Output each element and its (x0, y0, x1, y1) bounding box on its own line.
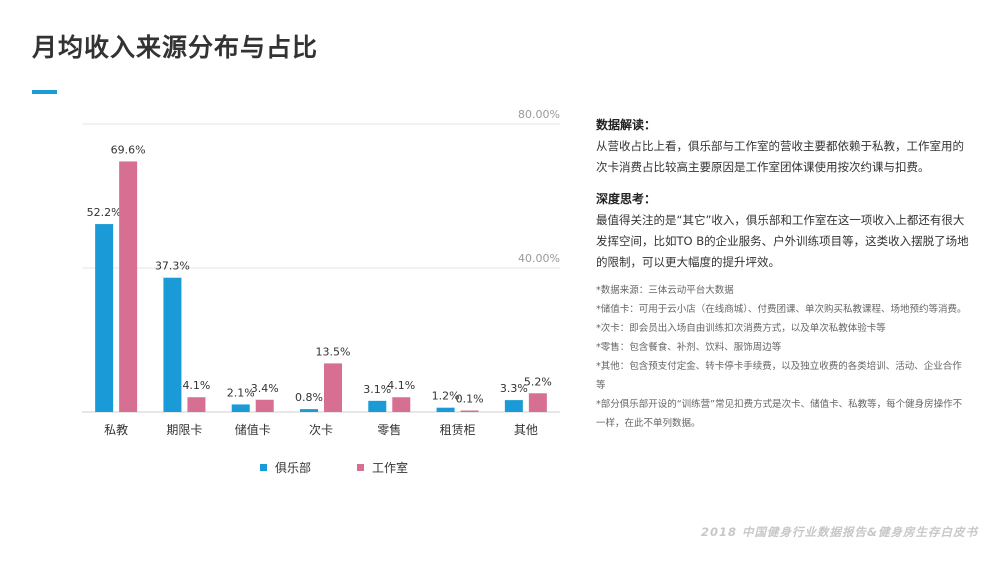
data-label: 4.1% (387, 379, 415, 392)
y-tick-label: 80.00% (518, 108, 560, 121)
note-item: *零售：包含餐食、补剂、饮料、服饰周边等 (596, 342, 782, 353)
interpret-body: 从营收占比上看，俱乐部与工作室的营收主要都依赖于私教，工作室用的次卡消费占比较高… (596, 139, 964, 174)
think-title: 深度思考： (596, 192, 657, 206)
data-label: 37.3% (155, 260, 190, 273)
x-tick-label: 租赁柜 (440, 423, 476, 437)
bar-club (163, 277, 182, 412)
data-label: 3.1% (363, 383, 391, 396)
legend-label-club: 俱乐部 (275, 461, 312, 475)
x-tick-label: 其他 (514, 423, 538, 437)
data-label: 52.2% (87, 206, 122, 219)
page-title: 月均收入来源分布与占比 (32, 33, 319, 62)
y-tick-label: 40.00% (518, 252, 560, 265)
bar-studio (324, 363, 342, 412)
data-label: 0.8% (295, 391, 323, 404)
x-tick-label: 储值卡 (235, 422, 271, 437)
footer-report-title: 2018 中国健身行业数据报告&健身房生存白皮书 (700, 525, 978, 539)
bar-studio (460, 410, 479, 412)
data-label: 2.1% (227, 386, 255, 399)
bar-club (300, 409, 318, 412)
note-item: *次卡：即会员出入场自由训练扣次消费方式，以及单次私教体验卡等 (596, 323, 886, 334)
note-item: *其他：包含预支付定金、转卡停卡手续费，以及独立收费的各类培训、活动、企业合作等 (596, 361, 962, 391)
bar-club (95, 224, 114, 412)
legend-item-club[interactable]: 俱乐部 (260, 459, 311, 476)
x-tick-label: 次卡 (309, 423, 333, 437)
data-label: 4.1% (182, 379, 210, 392)
bar-studio (119, 161, 138, 412)
bar-club (231, 404, 250, 412)
title-accent-bar (32, 90, 57, 94)
legend-swatch-club (260, 464, 267, 471)
interpretation-panel: 数据解读： 从营收占比上看，俱乐部与工作室的营收主要都依赖于私教，工作室用的次卡… (596, 116, 971, 433)
x-tick-label: 私教 (104, 422, 128, 437)
chart-legend: 俱乐部 工作室 (260, 459, 454, 476)
data-label: 3.3% (500, 382, 528, 395)
legend-label-studio: 工作室 (372, 461, 409, 475)
bar-chart: 40.00% 80.00% 52.2% 69.6% 私教 37.3% 4.1% 期限卡 2.1%… (82, 108, 560, 437)
think-body: 最值得关注的是“其它”收入，俱乐部和工作室在这一项收入上都还有很大发挥空间，比如… (596, 213, 969, 269)
bar-studio (392, 397, 411, 412)
bar-studio (187, 397, 206, 412)
legend-item-studio[interactable]: 工作室 (357, 459, 408, 476)
legend-swatch-studio (357, 464, 365, 471)
data-label: 0.1% (456, 393, 484, 406)
x-tick-label: 零售 (377, 422, 401, 437)
bar-club (504, 400, 523, 412)
notes-list: *数据来源：三体云动平台大数据 *储值卡：可用于云小店（在线商城）、付费团课、单… (596, 281, 971, 433)
bar-club (368, 400, 387, 412)
data-label: 3.4% (251, 382, 279, 395)
interpret-title: 数据解读： (596, 118, 657, 132)
bar-studio (528, 393, 547, 412)
data-label: 5.2% (524, 375, 552, 388)
bar-studio (255, 399, 274, 412)
data-label: 1.2% (432, 390, 460, 403)
note-item: *储值卡：可用于云小店（在线商城）、付费团课、单次购买私教课程、场地预约等消费。 (596, 304, 967, 315)
bar-club (436, 407, 455, 412)
note-item: *数据来源：三体云动平台大数据 (596, 285, 734, 296)
data-label: 69.6% (111, 143, 146, 156)
note-item: *部分俱乐部开设的“训练营”常见扣费方式是次卡、储值卡、私教等，每个健身房操作不… (596, 399, 963, 429)
x-tick-label: 期限卡 (166, 423, 202, 437)
data-label: 13.5% (316, 345, 351, 358)
